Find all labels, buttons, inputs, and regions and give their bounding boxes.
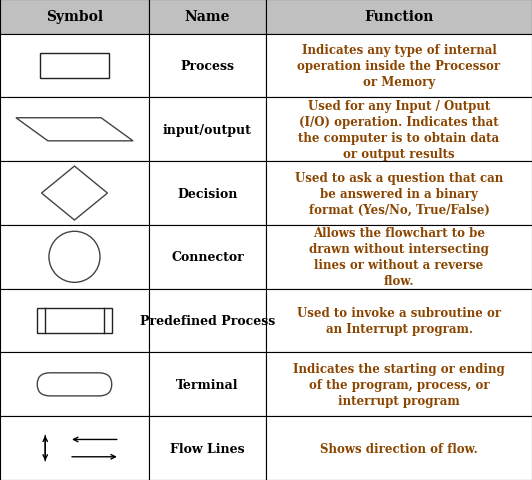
Bar: [266, 353, 532, 416]
Bar: [149, 98, 266, 162]
Text: Indicates the starting or ending
of the program, process, or
interrupt program: Indicates the starting or ending of the …: [293, 362, 505, 407]
Bar: [0, 226, 149, 289]
Text: Process: Process: [180, 60, 235, 73]
Bar: [0, 353, 149, 416]
Bar: [149, 0, 266, 35]
Bar: [266, 0, 532, 35]
Bar: [149, 289, 266, 353]
Text: Decision: Decision: [177, 187, 238, 200]
Bar: [266, 98, 532, 162]
Text: Name: Name: [185, 10, 230, 24]
Bar: [149, 35, 266, 98]
Text: Predefined Process: Predefined Process: [140, 314, 275, 327]
Text: Allows the flowchart to be
drawn without intersecting
lines or without a reverse: Allows the flowchart to be drawn without…: [309, 227, 489, 288]
Bar: [149, 162, 266, 226]
Text: Symbol: Symbol: [46, 10, 103, 24]
Text: Flow Lines: Flow Lines: [170, 442, 245, 455]
Text: Used to ask a question that can
be answered in a binary
format (Yes/No, True/Fal: Used to ask a question that can be answe…: [295, 171, 503, 216]
Bar: [149, 226, 266, 289]
Text: Used to invoke a subroutine or
an Interrupt program.: Used to invoke a subroutine or an Interr…: [297, 306, 501, 336]
Bar: [266, 416, 532, 480]
Bar: [0, 162, 149, 226]
Bar: [0, 289, 149, 353]
Bar: [0, 98, 149, 162]
Bar: [266, 162, 532, 226]
Bar: [40, 54, 109, 79]
Bar: [266, 226, 532, 289]
Text: Shows direction of flow.: Shows direction of flow.: [320, 442, 478, 455]
Polygon shape: [41, 167, 107, 220]
Bar: [0, 0, 149, 35]
Bar: [149, 353, 266, 416]
Bar: [37, 309, 112, 334]
Polygon shape: [16, 119, 133, 142]
Bar: [266, 289, 532, 353]
FancyBboxPatch shape: [37, 373, 112, 396]
Text: Used for any Input / Output
(I/O) operation. Indicates that
the computer is to o: Used for any Input / Output (I/O) operat…: [298, 99, 500, 160]
Bar: [149, 416, 266, 480]
Bar: [266, 35, 532, 98]
Text: Connector: Connector: [171, 251, 244, 264]
Ellipse shape: [49, 232, 100, 283]
Bar: [0, 35, 149, 98]
Text: Terminal: Terminal: [176, 378, 239, 391]
Bar: [0, 416, 149, 480]
Text: Function: Function: [364, 10, 434, 24]
Text: Indicates any type of internal
operation inside the Processor
or Memory: Indicates any type of internal operation…: [297, 44, 501, 89]
Text: input/output: input/output: [163, 123, 252, 136]
